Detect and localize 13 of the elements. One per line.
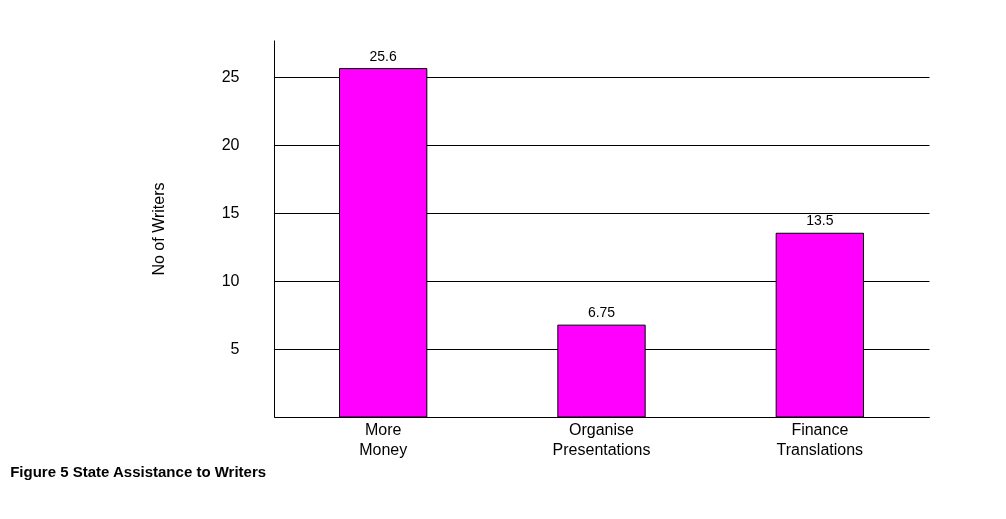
y-tick-label: 15 — [221, 204, 240, 222]
x-tick-label: Organise Presentations — [552, 420, 651, 458]
data-label: 13.5 — [806, 212, 834, 229]
x-tick-label: More Money — [359, 420, 408, 458]
text: Figure 5 State Assistance to Writers — [10, 463, 267, 480]
y-tick-label: 25 — [221, 68, 240, 86]
data-label: 6.75 — [587, 304, 616, 321]
y-axis-title: No of Writers — [149, 182, 167, 276]
y-tick-label: 20 — [221, 136, 240, 154]
y-tick-label: 5 — [230, 340, 240, 358]
data-label: 25.6 — [369, 47, 397, 64]
x-tick-label: Finance Translations — [776, 420, 864, 458]
y-tick-label: 10 — [221, 272, 240, 290]
